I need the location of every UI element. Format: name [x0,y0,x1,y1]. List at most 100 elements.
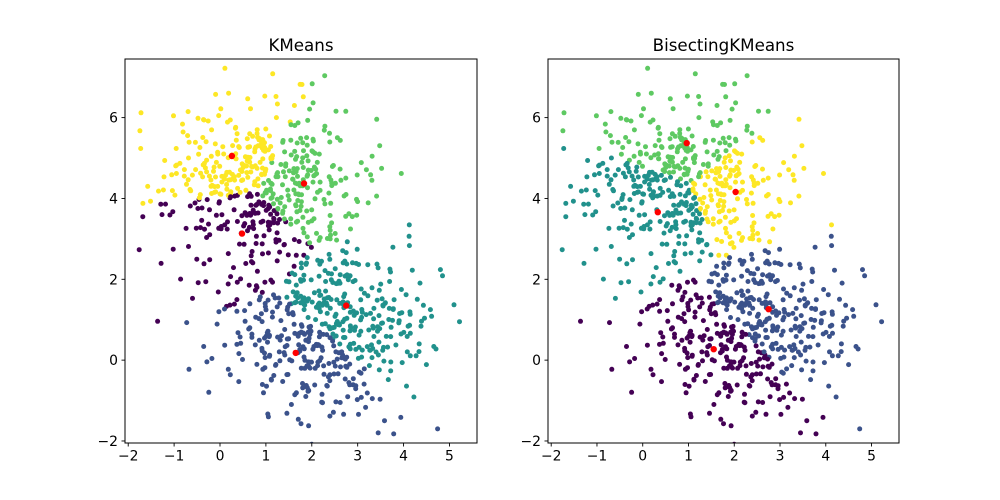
data-point [271,215,277,221]
data-point [649,169,655,175]
data-point [398,287,404,292]
data-point [753,371,759,377]
data-point [295,333,301,339]
data-point [701,195,707,200]
data-point [294,209,300,215]
data-point [291,103,297,108]
data-point [218,224,224,229]
data-point [718,416,724,422]
data-point [293,252,299,258]
data-point [684,350,690,356]
data-point [781,394,787,400]
data-point [688,250,694,256]
data-point [284,372,290,378]
data-point [265,328,271,334]
data-point [305,172,311,178]
data-point [353,346,359,352]
data-point [655,125,661,131]
data-point [406,222,412,228]
data-point [750,335,755,341]
data-point [749,372,755,378]
data-point [337,341,343,347]
data-point [813,431,819,437]
data-point [233,137,239,143]
data-point [689,332,695,338]
data-point [692,279,698,285]
data-point [744,268,750,274]
data-point [275,170,281,176]
data-point [829,311,835,317]
data-point [334,237,340,243]
data-point [765,108,771,114]
data-point [200,174,206,180]
data-point [748,270,754,276]
data-point [739,334,745,340]
data-point [208,177,214,183]
data-point [682,366,688,372]
data-point [340,319,346,325]
data-point [305,117,311,123]
data-point [298,260,304,266]
data-point [253,283,259,289]
data-point [309,207,315,213]
data-point [207,207,212,213]
data-point [319,258,324,264]
data-point [666,170,672,176]
data-point [633,168,639,174]
data-point [338,177,344,183]
data-point [652,143,658,149]
data-point [291,187,297,193]
x-tick-label: 5 [445,449,454,465]
data-point [195,280,201,286]
data-point [236,351,242,357]
data-point [305,219,311,225]
data-point [641,224,647,229]
data-point [696,239,702,245]
data-point [818,318,824,324]
data-point [270,279,275,285]
data-point [626,279,632,285]
data-point [668,144,674,150]
data-point [358,394,364,400]
data-point [693,215,699,221]
data-point [637,149,643,155]
data-point [186,244,191,249]
data-point [704,216,710,222]
data-point [189,172,195,178]
data-point [714,272,720,278]
data-point [332,266,338,272]
data-point [314,230,319,236]
data-point [804,301,810,306]
data-point [281,350,287,356]
data-point [775,383,781,389]
data-point [636,212,642,218]
data-point [329,220,335,226]
data-point [198,225,203,231]
data-point [262,148,268,154]
data-point [284,336,290,342]
data-point [359,354,365,360]
data-point [699,300,705,306]
data-point [739,358,745,364]
data-point [803,358,809,364]
data-point [330,331,336,337]
data-point [634,184,640,190]
data-point [657,297,663,303]
data-point [282,149,288,155]
data-point [826,334,832,339]
data-point [693,201,699,207]
data-point [333,399,339,405]
data-point [688,297,694,303]
data-point [712,176,718,182]
data-point [722,385,728,391]
data-point [604,167,610,173]
data-point [234,219,240,224]
data-point [435,426,441,432]
data-point [684,233,690,239]
data-point [829,322,835,328]
data-point [303,394,309,399]
data-point [715,300,721,306]
data-point [626,169,632,175]
data-point [750,305,756,311]
